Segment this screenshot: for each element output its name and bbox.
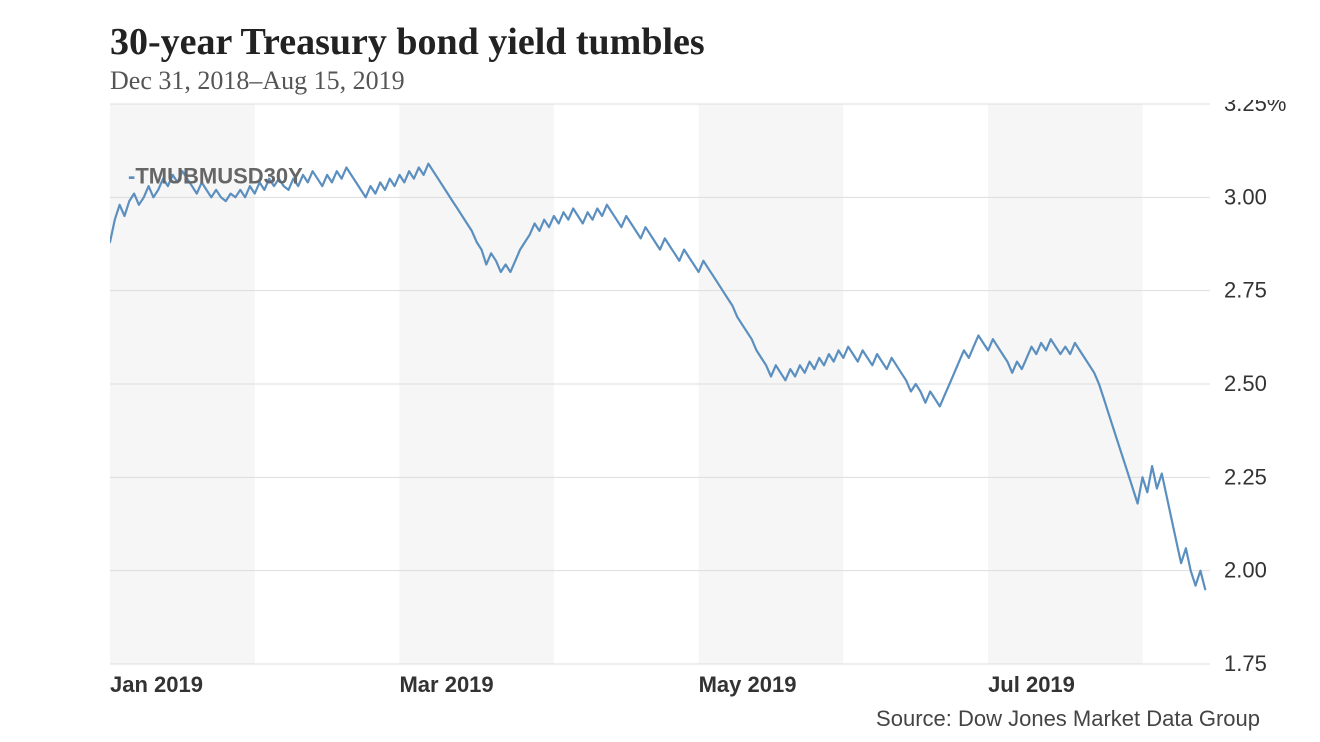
chart-subtitle: Dec 31, 2018–Aug 15, 2019 xyxy=(110,66,1260,96)
y-axis-label: 1.75 xyxy=(1224,651,1267,676)
y-axis-label: 3.25% xyxy=(1224,100,1286,116)
x-axis-label: Mar 2019 xyxy=(399,672,493,697)
y-axis-label: 3.00 xyxy=(1224,184,1267,209)
chart-source: Source: Dow Jones Market Data Group xyxy=(110,706,1260,732)
y-axis-label: 2.00 xyxy=(1224,558,1267,583)
plot-area: 3.25%3.002.752.502.252.001.75Jan 2019Mar… xyxy=(110,100,1260,700)
y-axis-label: 2.50 xyxy=(1224,371,1267,396)
chart-container: 30-year Treasury bond yield tumbles Dec … xyxy=(110,20,1260,732)
chart-title: 30-year Treasury bond yield tumbles xyxy=(110,20,1260,64)
x-axis-label: Jul 2019 xyxy=(988,672,1075,697)
x-axis-label: May 2019 xyxy=(699,672,797,697)
y-axis-label: 2.25 xyxy=(1224,464,1267,489)
x-axis-label: Jan 2019 xyxy=(110,672,203,697)
series-legend: -TMUBMUSD30Y xyxy=(128,163,303,188)
y-axis-label: 2.75 xyxy=(1224,278,1267,303)
line-chart-svg: 3.25% 3.00 2.75 2.50 2.25 2.00 1.75 Jan 2019 Mar… xyxy=(110,100,1300,700)
